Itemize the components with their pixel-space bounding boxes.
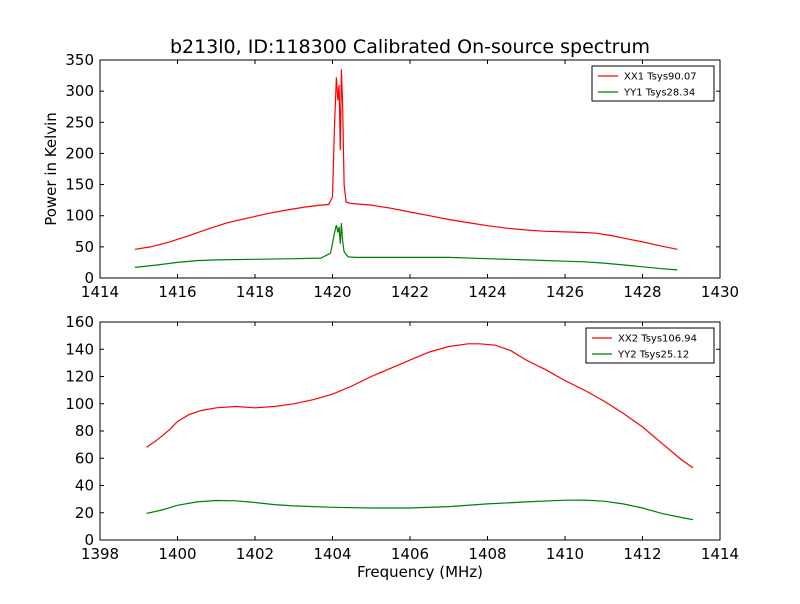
legend: XX1 Tsys90.07 YY1 Tsys28.34 <box>591 65 715 102</box>
y-tick-label: 60 <box>75 449 94 467</box>
legend: XX2 Tsys106.94 YY2 Tsys25.12 <box>585 327 715 364</box>
y-tick-label: 140 <box>65 340 94 358</box>
legend-label: XX1 Tsys90.07 <box>624 72 697 83</box>
legend-box <box>585 327 715 364</box>
y-tick-label: 20 <box>75 504 94 522</box>
y-tick-label: 160 <box>65 313 94 331</box>
x-tick-label: 1416 <box>158 283 196 301</box>
x-tick-label: 1424 <box>468 283 506 301</box>
y-tick-label: 200 <box>65 144 94 162</box>
y-tick-label: 350 <box>65 51 94 69</box>
y-tick-label: 100 <box>65 395 94 413</box>
bottom-panel: 1398 1400 1402 1404 1406 1408 1410 1412 1414 0 20 4… <box>65 313 739 581</box>
y-tick-label: 150 <box>65 176 94 194</box>
y-tick-label: 250 <box>65 113 94 131</box>
legend-box <box>591 65 715 102</box>
y-tick-label: 100 <box>65 207 94 225</box>
legend-label: XX2 Tsys106.94 <box>618 334 697 345</box>
x-tick-label: 1414 <box>701 545 739 563</box>
chart-title: b213l0, ID:118300 Calibrated On-source s… <box>170 36 650 58</box>
series-line-xx1 <box>134 69 678 250</box>
y-tick-label: 80 <box>75 422 94 440</box>
y-tick-label: 120 <box>65 368 94 386</box>
y-tick-label: 0 <box>84 531 94 549</box>
series-line-yy2 <box>146 499 694 521</box>
y-tick-label: 0 <box>84 269 94 287</box>
x-tick-label: 1430 <box>701 283 739 301</box>
x-tick-label: 1402 <box>236 545 274 563</box>
series-line-yy1 <box>134 223 678 271</box>
x-axis-label: Frequency (MHz) <box>357 563 483 581</box>
x-tick-label: 1404 <box>313 545 351 563</box>
x-tick-label: 1408 <box>468 545 506 563</box>
y-axis-label: Power in Kelvin <box>42 112 60 226</box>
x-tick-label: 1422 <box>391 283 429 301</box>
x-tick-label: 1420 <box>313 283 351 301</box>
x-tick-label: 1426 <box>546 283 584 301</box>
y-tick-label: 50 <box>75 238 94 256</box>
x-tick-label: 1428 <box>623 283 661 301</box>
x-tick-label: 1406 <box>391 545 429 563</box>
legend-label: YY2 Tsys25.12 <box>617 350 689 361</box>
top-panel: 1414 1416 1418 1420 1422 1424 1426 1428 1430 0 50 1… <box>42 51 739 301</box>
x-tick-label: 1400 <box>158 545 196 563</box>
x-tick-label: 1418 <box>236 283 274 301</box>
y-tick-label: 40 <box>75 477 94 495</box>
x-tick-label: 1414 <box>81 283 119 301</box>
x-tick-label: 1412 <box>623 545 661 563</box>
y-tick-label: 300 <box>65 82 94 100</box>
series-line-xx2 <box>146 343 694 469</box>
x-tick-label: 1410 <box>546 545 584 563</box>
x-tick-label: 1398 <box>81 545 119 563</box>
legend-label: YY1 Tsys28.34 <box>623 88 695 99</box>
